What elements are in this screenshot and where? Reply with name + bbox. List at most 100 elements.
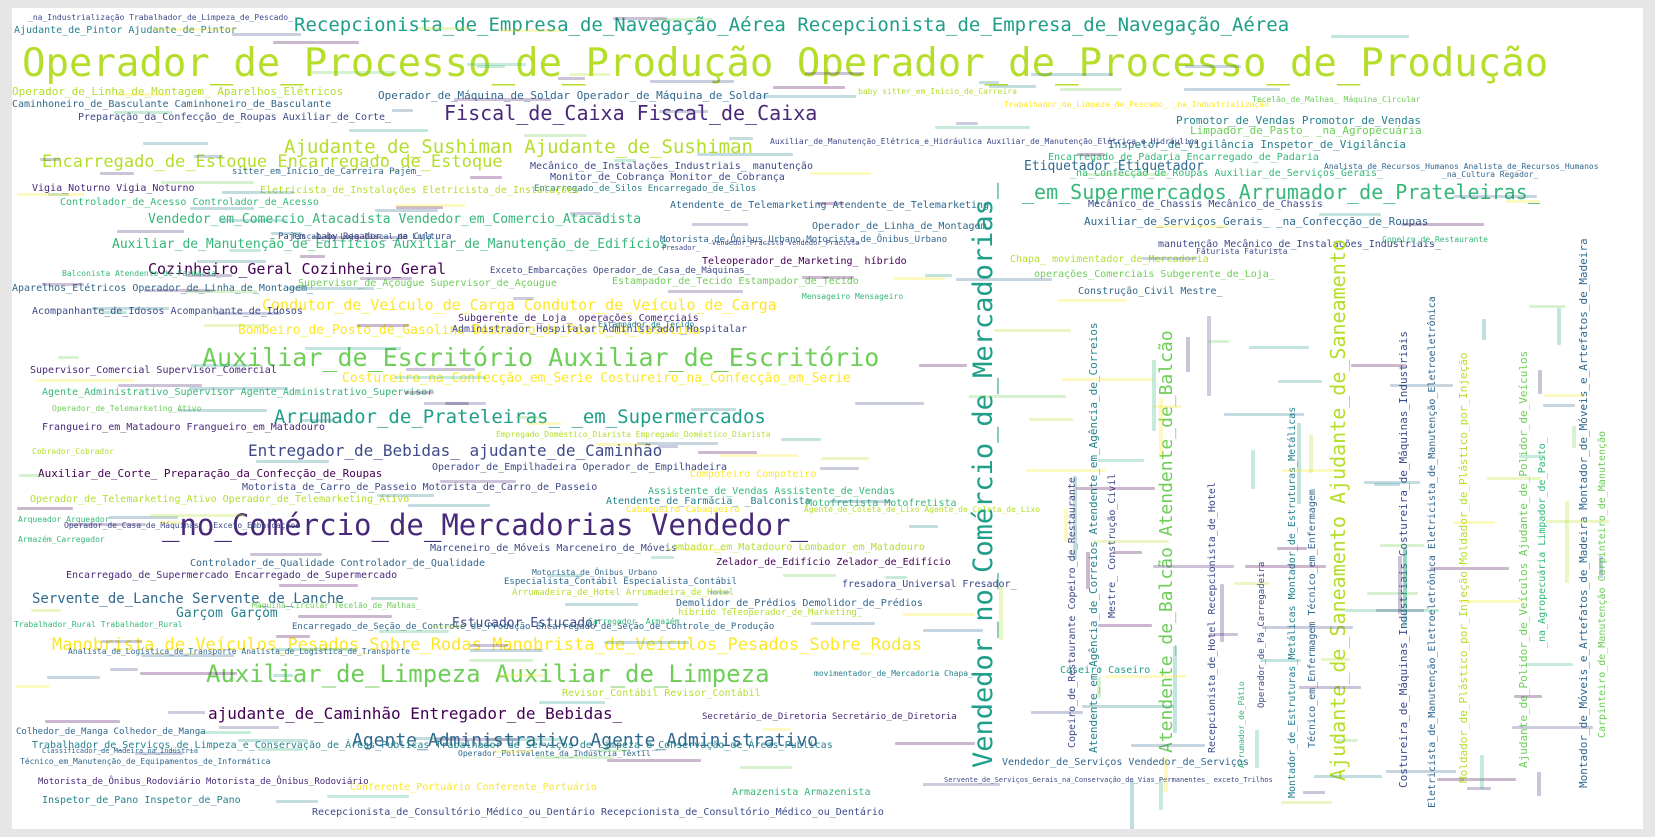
tiny-term: [1386, 770, 1456, 773]
tiny-term: [994, 329, 1071, 332]
word: Operador_de_Empilhadeira Operador_de_Emp…: [432, 462, 728, 473]
tiny-term: [229, 249, 261, 252]
tiny-term: [805, 72, 862, 75]
tiny-term: [467, 63, 526, 66]
tiny-term: [1093, 540, 1169, 543]
word: Operador_de_Máquina_de_Soldar Operador_d…: [378, 89, 769, 102]
word: Encarregado_de_Estoque Encarregado_de_Es…: [42, 152, 503, 172]
word: Estucador Estucador: [452, 616, 601, 631]
word: Acompanhante_de_Idosos Acompanhante_de_I…: [32, 306, 303, 317]
word: Subgerente_de_Loja_ operações_Comerciais: [458, 313, 699, 324]
tiny-term: [349, 129, 428, 132]
tiny-term: [151, 28, 235, 31]
tiny-term: [143, 142, 208, 145]
tiny-term: [256, 460, 329, 463]
tiny-term: [141, 654, 234, 657]
tiny-term: [1154, 225, 1228, 228]
tiny-term: [1098, 459, 1144, 462]
tiny-term: [894, 277, 945, 280]
tiny-term: [160, 521, 180, 524]
word: Marceneiro_de_Móveis Marceneiro_de_Móvei…: [430, 543, 677, 554]
tiny-term: [186, 274, 232, 277]
tiny-term: [198, 731, 251, 734]
tiny-term: [204, 324, 269, 327]
tiny-term: [698, 451, 757, 454]
word: Faturista Faturista: [1196, 247, 1288, 256]
tiny-term: [58, 356, 79, 359]
word: Vendedor_em_Comercio_Atacadista Vendedor…: [148, 212, 642, 227]
word: Eletricista_de_Instalações Eletricista_d…: [260, 185, 580, 196]
word: Frangueiro_em_Matadouro Frangueiro_em_Ma…: [42, 422, 325, 433]
tiny-term: [19, 474, 44, 477]
tiny-term: [1277, 547, 1307, 550]
tiny-term: [956, 278, 1052, 281]
tiny-term: [820, 467, 859, 470]
word: Demolidor_de_Prédios Demolidor_de_Prédio…: [676, 598, 923, 609]
tiny-term: [377, 494, 434, 497]
tiny-term: [1321, 658, 1350, 661]
tiny-term: [47, 676, 100, 679]
word: Inspetor_de_Vigilância Inspetor_de_Vigil…: [1108, 138, 1407, 151]
tiny-term: [1278, 380, 1322, 383]
word: Mecânico_de_Chassis Mecânico_de_Chassis: [1088, 199, 1323, 210]
tiny-term: [101, 640, 142, 643]
word: Motorista_de_Ônibus_Urbano Motorista_de_…: [660, 235, 948, 245]
tiny-term: [161, 181, 254, 184]
word: Auxiliar_de_Escritório Auxiliar_de_Escri…: [202, 343, 880, 372]
tiny-term: [215, 312, 281, 315]
word: Supervisor_de_Açougue Supervisor_de_Açou…: [298, 278, 557, 289]
tiny-term: [1105, 675, 1186, 678]
tiny-term: [140, 672, 237, 675]
tiny-term: [1130, 780, 1134, 829]
tiny-term: [258, 748, 303, 751]
word: Administrador_Hospitalar Administrador_H…: [452, 324, 748, 335]
tiny-term: [654, 18, 712, 21]
word: Atendente_de_Farmácia_ _Balconista: [606, 496, 811, 507]
tiny-term: [434, 738, 517, 741]
tiny-term: [100, 172, 134, 175]
word: _na_Industrialização Trabalhador_de_Limp…: [28, 13, 293, 22]
tiny-term: [1159, 781, 1163, 810]
word: Recepcionista_de_Consultório_Médico_ou_D…: [312, 807, 884, 818]
tiny-term: [1113, 551, 1142, 554]
tiny-term: [1062, 378, 1154, 381]
tiny-term: [1482, 319, 1486, 340]
word: Compoteiro Compoteiro: [690, 469, 817, 480]
tiny-term: [821, 457, 869, 460]
tiny-term: [935, 126, 1030, 129]
word: Técnico_em_Enfermagem Técnico_em_Enferma…: [1307, 489, 1318, 748]
tiny-term: [516, 416, 546, 419]
word: Supervisor_Comercial Supervisor_Comercia…: [30, 365, 277, 376]
tiny-term: [1186, 337, 1190, 372]
tiny-term: [16, 685, 49, 688]
tiny-term: [885, 576, 907, 579]
tiny-term: [1480, 755, 1484, 789]
word: Encarregado_de_Padaria Encarregado_de_Pa…: [1048, 152, 1319, 163]
word: Trabalhador_Rural Trabalhador_Rural: [14, 620, 183, 629]
word: Chapa_ movimentador_de_Mercadoria: [1010, 254, 1209, 265]
tiny-term: [1031, 73, 1113, 76]
tiny-term: [1142, 257, 1197, 260]
tiny-term: [469, 659, 533, 662]
tiny-term: [1599, 556, 1603, 578]
tiny-term: [222, 191, 294, 194]
tiny-term: [220, 219, 287, 222]
word: Máquina_Circular Tecelão_de_Malhas_: [252, 601, 421, 610]
word: Controlador_de_Qualidade Controlador_de_…: [190, 558, 486, 569]
word: Costureiro_na_Confecção_em_Serie Costure…: [342, 371, 851, 386]
word: Revisor_Contábil Revisor_Contábil: [562, 688, 761, 699]
word: Vendedor_Pracista Vendedor_Pracista: [712, 239, 860, 247]
tiny-term: [276, 635, 310, 638]
tiny-term: [431, 625, 461, 628]
word: Operador_Polivalente_da_Indústria_Têxtil: [458, 749, 651, 758]
tiny-term: [829, 500, 891, 503]
word: manutenção Mecânico_de_Instalações_Indus…: [1158, 239, 1441, 250]
tiny-term: [1390, 384, 1453, 387]
word: Zelador_de_Edifício Zelador_de_Edifício: [716, 557, 951, 568]
tiny-term: [1281, 801, 1332, 804]
word: Copeiro_de_Restaurante: [1382, 235, 1488, 244]
word: Servente_de_Serviços_Gerais_na_Conservaç…: [944, 776, 1273, 784]
tiny-term: [48, 193, 69, 196]
tiny-term: [36, 379, 135, 382]
